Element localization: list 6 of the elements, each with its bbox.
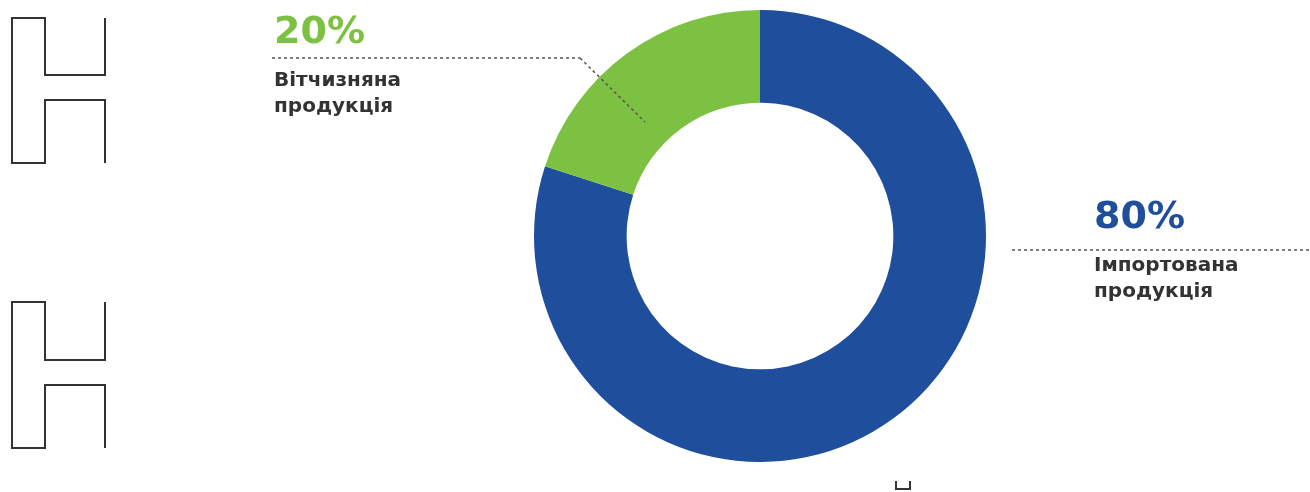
donut-slice	[545, 10, 760, 195]
slice-label: Вітчизняна продукція	[274, 67, 402, 117]
donut-slice	[534, 10, 986, 462]
data-label: 20%	[274, 8, 365, 52]
slice-label: Імпортована продукція	[1094, 252, 1239, 302]
data-label: 80%	[1094, 193, 1185, 237]
